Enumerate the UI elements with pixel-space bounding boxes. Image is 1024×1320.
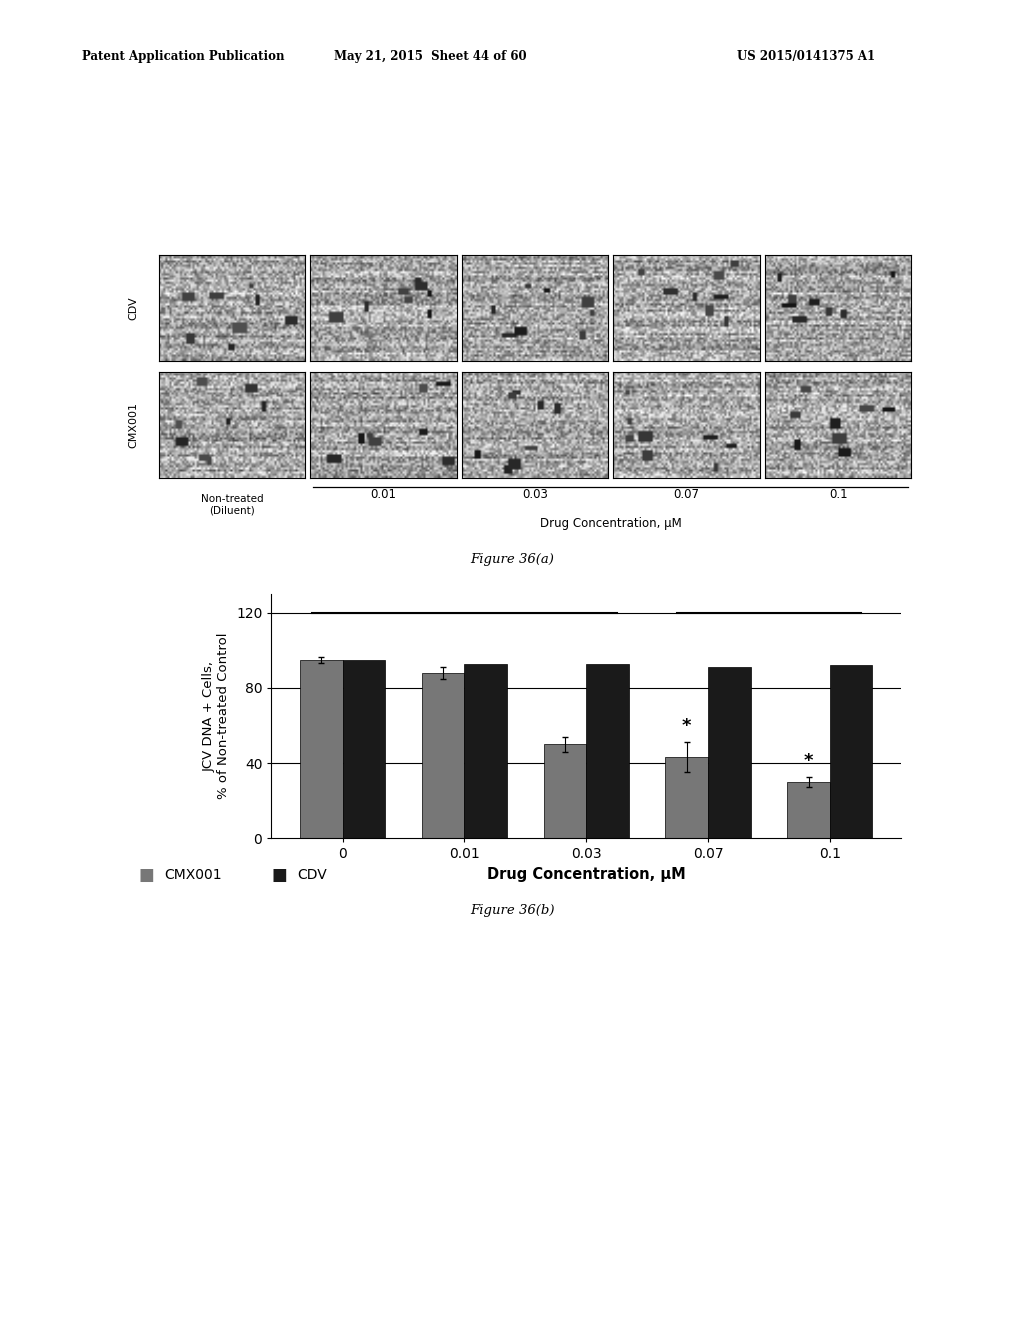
X-axis label: Drug Concentration, μM: Drug Concentration, μM: [486, 867, 686, 882]
Bar: [586, 664, 629, 838]
Text: *: *: [804, 751, 813, 770]
Y-axis label: JCV DNA + Cells,
% of Non-treated Control: JCV DNA + Cells, % of Non-treated Contro…: [203, 632, 230, 800]
Bar: [666, 758, 708, 838]
Text: CMX001: CMX001: [164, 869, 221, 882]
Bar: [708, 667, 751, 838]
Text: Figure 36(a): Figure 36(a): [470, 553, 554, 566]
Text: Patent Application Publication: Patent Application Publication: [82, 50, 285, 63]
Text: CDV: CDV: [297, 869, 327, 882]
Text: US 2015/0141375 A1: US 2015/0141375 A1: [737, 50, 876, 63]
Text: *: *: [682, 717, 691, 735]
Bar: [465, 664, 507, 838]
Text: Figure 36(b): Figure 36(b): [470, 904, 554, 917]
Bar: [829, 665, 872, 838]
Text: 0.07: 0.07: [674, 488, 699, 502]
Text: 0.1: 0.1: [828, 488, 848, 502]
Bar: [343, 660, 385, 838]
Bar: [787, 781, 829, 838]
Text: CMX001: CMX001: [128, 401, 138, 447]
Text: May 21, 2015  Sheet 44 of 60: May 21, 2015 Sheet 44 of 60: [334, 50, 526, 63]
Bar: [422, 673, 465, 838]
Bar: [544, 744, 586, 838]
Text: Drug Concentration, μM: Drug Concentration, μM: [540, 517, 682, 531]
Text: Non-treated
(Diluent): Non-treated (Diluent): [201, 494, 263, 515]
Text: ■: ■: [138, 866, 154, 884]
Text: ■: ■: [271, 866, 287, 884]
Text: 0.01: 0.01: [371, 488, 396, 502]
Text: 0.03: 0.03: [522, 488, 548, 502]
Bar: [300, 660, 343, 838]
Text: CDV: CDV: [128, 296, 138, 319]
